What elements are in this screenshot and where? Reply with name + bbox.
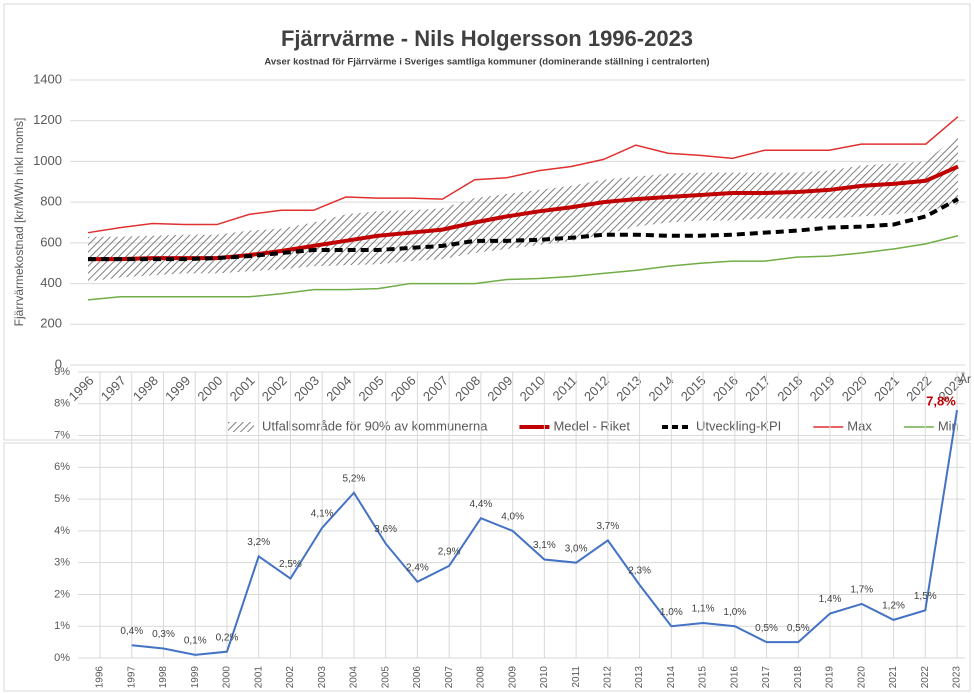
y-axis-label: Fjärrvärmekostnad [kr/MWh inkl moms]	[12, 118, 26, 327]
x-tick-label: 2014	[666, 666, 677, 689]
y-tick-label: 1%	[54, 620, 70, 632]
y-tick-label: 1200	[33, 112, 62, 127]
y-tick-label: 1400	[33, 71, 62, 86]
x-tick-label: 2005	[380, 666, 391, 689]
data-label: 4,4%	[469, 499, 492, 510]
x-tick-label: 2018	[793, 666, 804, 689]
data-label: 2,9%	[438, 546, 461, 557]
x-tick-label: 2019	[825, 666, 836, 689]
series-line	[88, 197, 959, 262]
y-tick-label: 8%	[54, 398, 70, 410]
data-label: 3,2%	[247, 537, 270, 548]
x-tick-label: 2002	[285, 666, 296, 689]
data-label: 3,7%	[596, 521, 619, 532]
data-label: 0,1%	[184, 635, 207, 646]
data-label: 3,6%	[374, 524, 397, 535]
x-tick-label: 2006	[412, 666, 423, 689]
x-tick-label: 2003	[317, 666, 328, 689]
chart-subtitle: Avser kostnad för Fjärrvärme i Sveriges …	[264, 57, 709, 68]
x-tick-label: 2023	[952, 666, 963, 689]
data-label: 3,0%	[565, 543, 588, 554]
y-tick-label: 600	[40, 234, 62, 249]
x-tick-label: 2020	[856, 666, 867, 689]
y-tick-label: 4%	[54, 525, 70, 537]
y-tick-label: 400	[40, 275, 62, 290]
x-tick-label: 2004	[349, 666, 360, 689]
data-label: 1,0%	[723, 607, 746, 618]
x-tick-label: 1997	[126, 666, 137, 689]
series-line	[87, 116, 959, 234]
data-label: 1,7%	[850, 585, 873, 596]
legend-swatch	[228, 422, 254, 432]
data-label: 5,2%	[343, 473, 366, 484]
x-tick-label: 2016	[729, 666, 740, 689]
x-tick-label: 2021	[888, 666, 899, 689]
x-tick-label: 1996	[95, 666, 106, 689]
y-tick-label: 7%	[54, 429, 70, 441]
y-tick-label: 0	[55, 356, 62, 371]
data-label: 2,3%	[628, 566, 651, 577]
legend-label: Medel - Riket	[553, 418, 630, 433]
x-tick-label: 1999	[190, 666, 201, 689]
x-tick-label: 2022	[920, 666, 931, 689]
data-label: 1,5%	[914, 591, 937, 602]
x-tick-label: 2009	[507, 666, 518, 689]
x-tick-label: 2010	[539, 666, 550, 689]
data-label: 3,1%	[533, 540, 556, 551]
data-label: 0,5%	[755, 623, 778, 634]
series-line	[87, 235, 959, 301]
x-tick-label: 2012	[602, 666, 613, 689]
x-tick-label: 1998	[158, 666, 169, 689]
data-label: 1,0%	[660, 607, 683, 618]
x-tick-label: 2013	[634, 666, 645, 689]
x-tick-label: 2017	[761, 666, 772, 689]
x-axis-label: År	[959, 371, 971, 386]
data-label: 4,0%	[501, 512, 524, 523]
data-label: 0,5%	[787, 623, 810, 634]
y-tick-label: 9%	[54, 366, 70, 378]
y-tick-label: 5%	[54, 493, 70, 505]
y-tick-label: 6%	[54, 461, 70, 473]
y-tick-label: 1000	[33, 153, 62, 168]
legend-label: Max	[847, 418, 872, 433]
data-label: 1,4%	[819, 594, 842, 605]
legend-label: Utfallsområde för 90% av kommunerna	[262, 418, 488, 433]
y-tick-label: 800	[40, 194, 62, 209]
x-tick-label: 2011	[571, 666, 582, 688]
legend-label: Utveckling-KPI	[696, 418, 781, 433]
data-label: 1,1%	[692, 604, 715, 615]
data-label: 0,2%	[216, 632, 239, 643]
data-label: 2,5%	[279, 559, 302, 570]
data-label: 4,1%	[311, 508, 334, 519]
data-label: 7,8%	[926, 394, 956, 409]
x-tick-label: 2008	[476, 666, 487, 689]
y-tick-label: 0%	[54, 652, 70, 664]
data-label: 0,3%	[152, 629, 175, 640]
x-tick-label: 2001	[253, 666, 264, 689]
x-tick-label: 2000	[222, 666, 233, 689]
y-tick-label: 3%	[54, 557, 70, 569]
data-label: 2,4%	[406, 562, 429, 573]
bottom-panel	[3, 442, 971, 692]
range-band	[88, 134, 958, 282]
x-tick-label: 2007	[444, 666, 455, 689]
data-label: 1,2%	[882, 601, 905, 612]
y-tick-label: 200	[40, 316, 62, 331]
x-tick-label: 2015	[698, 666, 709, 689]
data-label: 0,4%	[120, 626, 143, 637]
series-line	[131, 409, 958, 656]
y-tick-label: 2%	[54, 588, 70, 600]
chart-title: Fjärrvärme - Nils Holgersson 1996-2023	[281, 26, 693, 51]
